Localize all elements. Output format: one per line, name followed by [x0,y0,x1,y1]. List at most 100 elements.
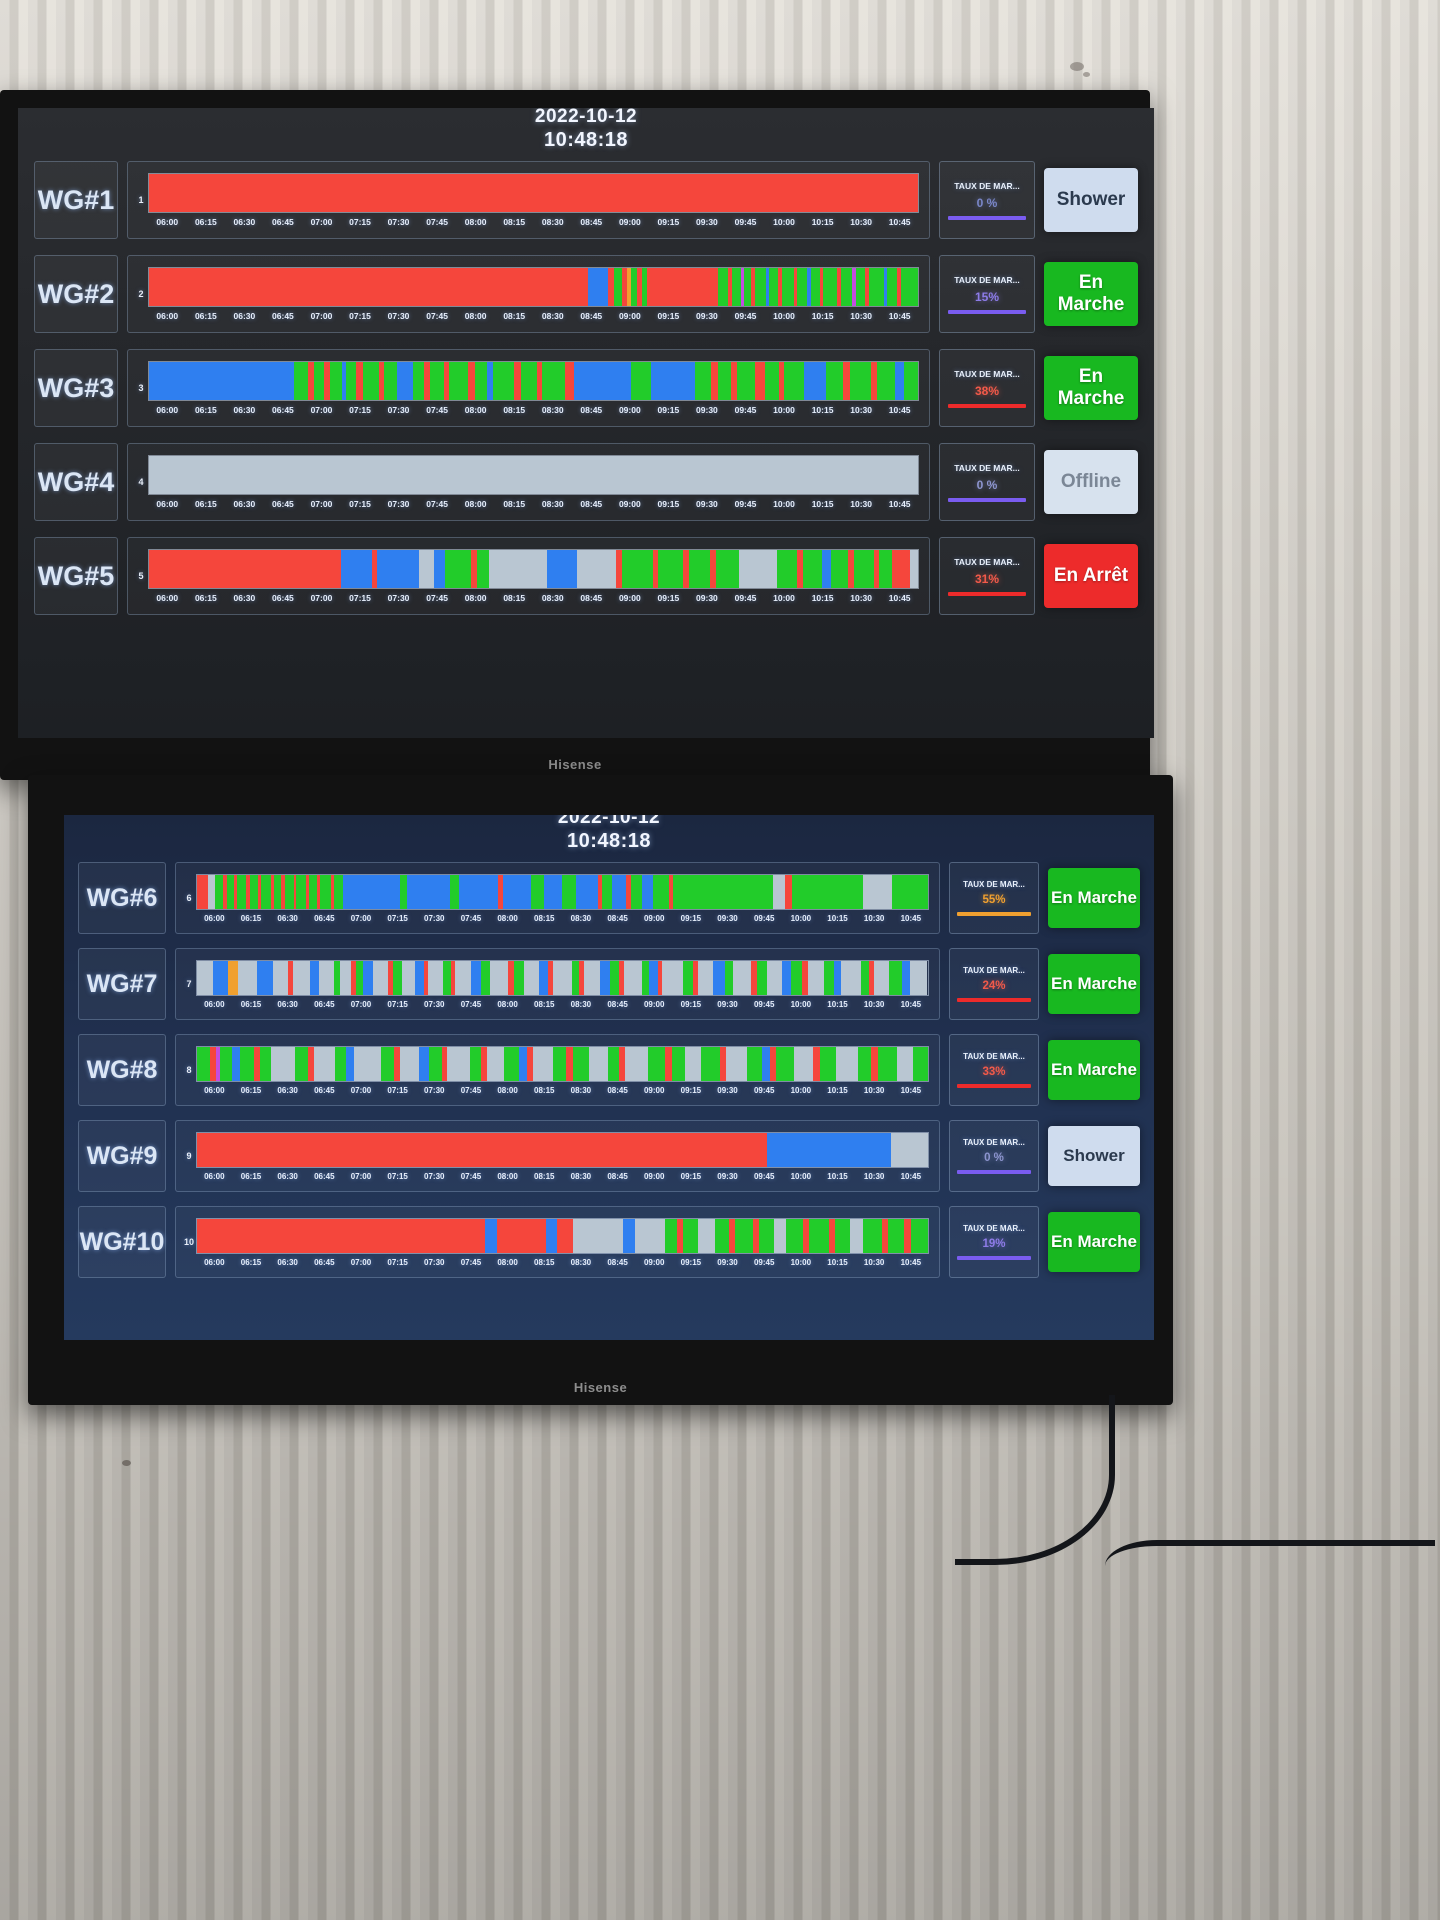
work-group-label-wg3[interactable]: WG#3 [34,349,118,427]
timeline-segment [309,874,318,909]
taux-de-marche-panel[interactable]: TAUX DE MAR... 15% [939,255,1035,333]
axis-tick: 09:30 [696,311,718,321]
axis-tick: 08:45 [580,311,603,321]
work-group-label-wg9[interactable]: WG#9 [78,1120,166,1192]
taux-title: TAUX DE MAR... [963,1138,1025,1147]
axis-tick: 06:00 [156,311,179,321]
timeline-segment [355,362,363,400]
taux-de-marche-panel[interactable]: TAUX DE MAR... 19% [949,1206,1039,1278]
timeline-chart[interactable]: 2 06:00 06:15 06:30 06:45 07:00 07:15 07:30 07:4… [127,255,930,333]
taux-de-marche-panel[interactable]: TAUX DE MAR... 38% [939,349,1035,427]
axis-tick: 06:15 [194,405,217,415]
timeline-segment [149,456,918,494]
timeline-segment [257,874,262,909]
axis-tick: 07:00 [350,1085,372,1095]
status-button-run[interactable]: En Marche [1048,868,1140,928]
status-button-run[interactable]: En Marche [1048,1040,1140,1100]
work-group-label-wg10[interactable]: WG#10 [78,1206,166,1278]
timeline-segment [641,960,649,995]
taux-de-marche-panel[interactable]: TAUX DE MAR... 0 % [949,1120,1039,1192]
axis-tick: 07:45 [426,217,448,227]
timeline-bar[interactable] [148,455,919,495]
timeline-segment [902,960,910,995]
status-button-stop[interactable]: En Arrêt [1044,544,1138,608]
timeline-chart[interactable]: 7 06:00 06:15 06:30 06:45 07:00 07:15 07:30 07:4… [175,948,940,1020]
timeline-segment [732,268,741,306]
timeline-segment [740,268,744,306]
axis-tick: 07:15 [387,913,408,923]
timeline-segment [573,1218,623,1253]
timeline-bar[interactable] [148,267,919,307]
taux-de-marche-panel[interactable]: TAUX DE MAR... 0 % [939,443,1035,521]
taux-progress-fill [947,591,1027,596]
work-group-label-wg5[interactable]: WG#5 [34,537,118,615]
axis-tick: 09:30 [717,999,738,1009]
timeline-segment [717,362,731,400]
timeline-segment [625,1046,648,1081]
work-group-label-wg2[interactable]: WG#2 [34,255,118,333]
axis-tick: 07:15 [349,217,371,227]
timeline-chart[interactable]: 3 06:00 06:15 06:30 06:45 07:00 07:15 07:30 07:4… [127,349,930,427]
taux-progress-track [957,1170,1031,1174]
timeline-segment [778,268,782,306]
work-group-label-wg6[interactable]: WG#6 [78,862,166,934]
timeline-chart[interactable]: 8 06:00 06:15 06:30 06:45 07:00 07:15 07:30 07:4… [175,1034,940,1106]
timeline-segment [765,268,769,306]
timeline-segment [877,1046,898,1081]
status-button-run[interactable]: En Marche [1048,954,1140,1014]
timeline-segment [887,268,898,306]
timeline-bar[interactable] [196,1131,929,1168]
taux-de-marche-panel[interactable]: TAUX DE MAR... 31% [939,537,1035,615]
status-button-run[interactable]: En Marche [1044,356,1138,420]
axis-tick: 06:15 [194,499,217,509]
timeline-segment [734,1218,753,1253]
timeline-chart[interactable]: 9 06:00 06:15 06:30 06:45 07:00 07:15 07:30 07:4… [175,1120,940,1192]
timeline-bar[interactable] [196,873,929,910]
timeline-chart[interactable]: 5 06:00 06:15 06:30 06:45 07:00 07:15 07:30 07:4… [127,537,930,615]
monitor-top: 2022-10-12 10:48:18 WG#1 1 06:00 06:15 06:30 06… [0,90,1154,780]
work-group-label-wg8[interactable]: WG#8 [78,1034,166,1106]
timeline-bar[interactable] [148,361,919,401]
timeline-segment [565,362,575,400]
status-button-run[interactable]: En Marche [1048,1212,1140,1272]
axis-tick: 10:00 [790,999,812,1009]
timeline-segment [307,362,314,400]
axis-tick: 06:45 [314,1085,335,1095]
timeline-segment [626,268,631,306]
timeline-chart[interactable]: 1 06:00 06:15 06:30 06:45 07:00 07:15 07:30 07:4… [127,161,930,239]
timeline-segment [524,960,539,995]
timeline-segment [447,1046,470,1081]
taux-de-marche-panel[interactable]: TAUX DE MAR... 24% [949,948,1039,1020]
timeline-bar[interactable] [196,1045,929,1082]
work-group-label-wg1[interactable]: WG#1 [34,161,118,239]
taux-de-marche-panel[interactable]: TAUX DE MAR... 0 % [939,161,1035,239]
timeline-bar[interactable] [196,1217,929,1254]
axis-tick: 08:30 [541,311,564,321]
timeline-bar[interactable] [148,549,919,589]
axis-tick: 10:45 [900,1085,922,1095]
work-group-label-wg7[interactable]: WG#7 [78,948,166,1020]
taux-de-marche-panel[interactable]: TAUX DE MAR... 33% [949,1034,1039,1106]
timeline-segment [756,960,768,995]
timeline-segment [786,1218,803,1253]
timeline-chart[interactable]: 6 06:00 06:15 06:30 06:45 07:00 07:15 07:30 07:4… [175,862,940,934]
axis-tick: 07:30 [424,1257,445,1267]
axis-tick: 08:45 [580,593,603,603]
taux-de-marche-panel[interactable]: TAUX DE MAR... 55% [949,862,1039,934]
timeline-chart[interactable]: 10 06:00 06:15 06:30 06:45 07:00 07:15 07:30 07:… [175,1206,940,1278]
status-button-run[interactable]: En Marche [1044,262,1138,326]
timeline-bar[interactable] [148,173,919,213]
timeline-segment [647,1046,666,1081]
timeline-bar[interactable] [196,959,929,996]
timeline-segment [197,1218,485,1253]
work-group-label-wg4[interactable]: WG#4 [34,443,118,521]
status-button-shower[interactable]: Shower [1048,1126,1140,1186]
timeline-segment [630,874,643,909]
dashboard-header: 2022-10-12 10:48:18 [18,108,1154,153]
status-button-shower[interactable]: Shower [1044,168,1138,232]
taux-value: 55% [982,894,1006,906]
timeline-segment [546,1218,557,1253]
status-button-offline[interactable]: Offline [1044,450,1138,514]
timeline-chart[interactable]: 4 06:00 06:15 06:30 06:45 07:00 07:15 07:30 07:4… [127,443,930,521]
timeline-segment [214,874,224,909]
